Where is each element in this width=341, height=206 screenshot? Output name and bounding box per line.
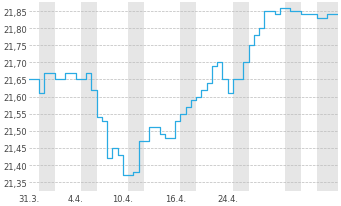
Bar — [285, 4, 301, 191]
Bar — [316, 4, 338, 191]
Bar — [39, 4, 55, 191]
Bar — [81, 4, 97, 191]
Bar — [180, 4, 196, 191]
Bar — [128, 4, 144, 191]
Bar — [233, 4, 249, 191]
